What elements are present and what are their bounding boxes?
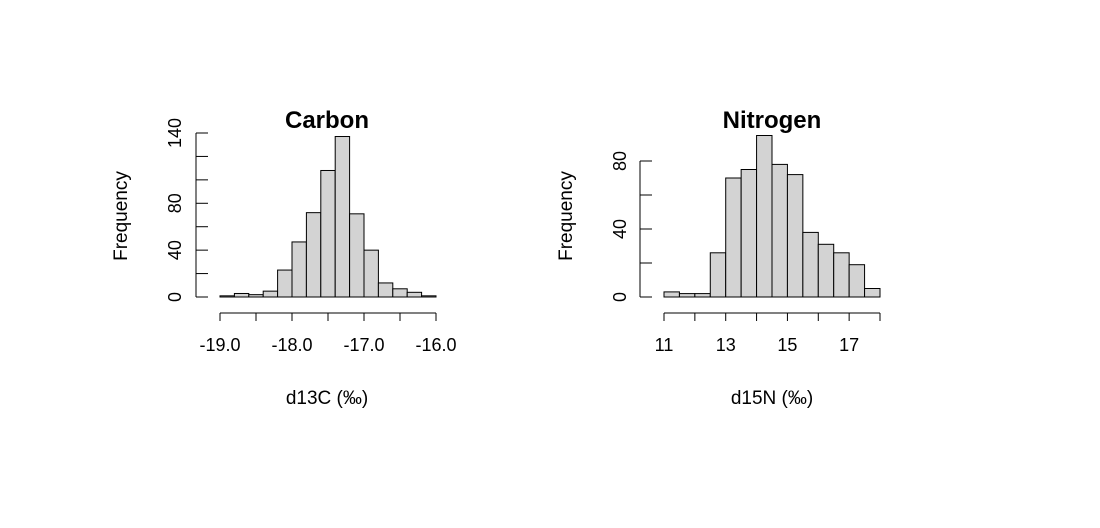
histogram-bar [848,264,866,298]
chart-title: Nitrogen [723,107,822,134]
x-tick-label: -19.0 [199,335,240,355]
histogram-bar [740,169,758,298]
histogram-bar [864,288,881,298]
histogram-bar [248,294,264,298]
y-tick-label: 80 [610,151,630,171]
histogram-bar [709,252,727,298]
histogram-bar [262,290,279,298]
y-tick-label: 0 [165,292,185,302]
histogram-bar [305,212,322,298]
x-tick-label: -18.0 [271,335,312,355]
histogram-bar [771,163,788,298]
y-axis-label: Frequency [556,171,577,261]
x-axis-label: d13C (‰) [286,388,368,409]
histogram-bar [833,252,850,298]
histogram-bar [421,295,437,298]
x-tick-label: 11 [655,335,674,355]
histogram-bar [320,169,336,298]
x-tick-label: -17.0 [343,335,384,355]
histogram-bar [786,174,804,298]
histogram-bar [291,241,307,298]
y-axis-label: Frequency [111,171,132,261]
y-tick-label: 0 [610,292,630,302]
histogram-bar [678,293,696,298]
x-tick-label: 13 [716,335,736,355]
y-tick-label: 140 [165,118,185,148]
nitrogen-histogram: Nitrogen Frequency d15N (‰) 11 13 15 17 0 40 8… [556,107,881,409]
y-tick-label: 40 [165,240,185,260]
histogram-bar [377,282,394,298]
axes: -19.0 -18.0 -17.0 -16.0 0 40 80 140 [165,118,457,355]
x-tick-label: 15 [777,335,797,355]
histogram-bar [802,231,819,298]
histogram-bar [406,291,423,298]
histogram-bar [277,269,293,298]
histogram-bar [392,288,408,298]
x-tick-label: -16.0 [415,335,456,355]
y-tick-label: 80 [165,193,185,213]
y-tick-label: 40 [610,219,630,239]
chart-title: Carbon [285,107,369,134]
bar-group [219,136,437,298]
histogram-bar [756,135,773,298]
histogram-bar [349,213,365,298]
histogram-bar [233,292,250,298]
histogram-bar [334,136,351,298]
x-tick-label: 17 [839,335,859,355]
histogram-bar [663,291,680,298]
axes: 11 13 15 17 0 40 80 [610,151,881,355]
bar-group [663,135,881,298]
histogram-bar [725,177,742,298]
histogram-bar [363,249,379,298]
carbon-histogram: Carbon Frequency d13C (‰) -19.0 -18.0 -17.… [111,107,457,409]
histogram-bar [817,243,835,298]
histogram-bar [219,295,235,298]
x-axis-label: d15N (‰) [731,388,813,409]
histogram-bar [694,293,711,298]
